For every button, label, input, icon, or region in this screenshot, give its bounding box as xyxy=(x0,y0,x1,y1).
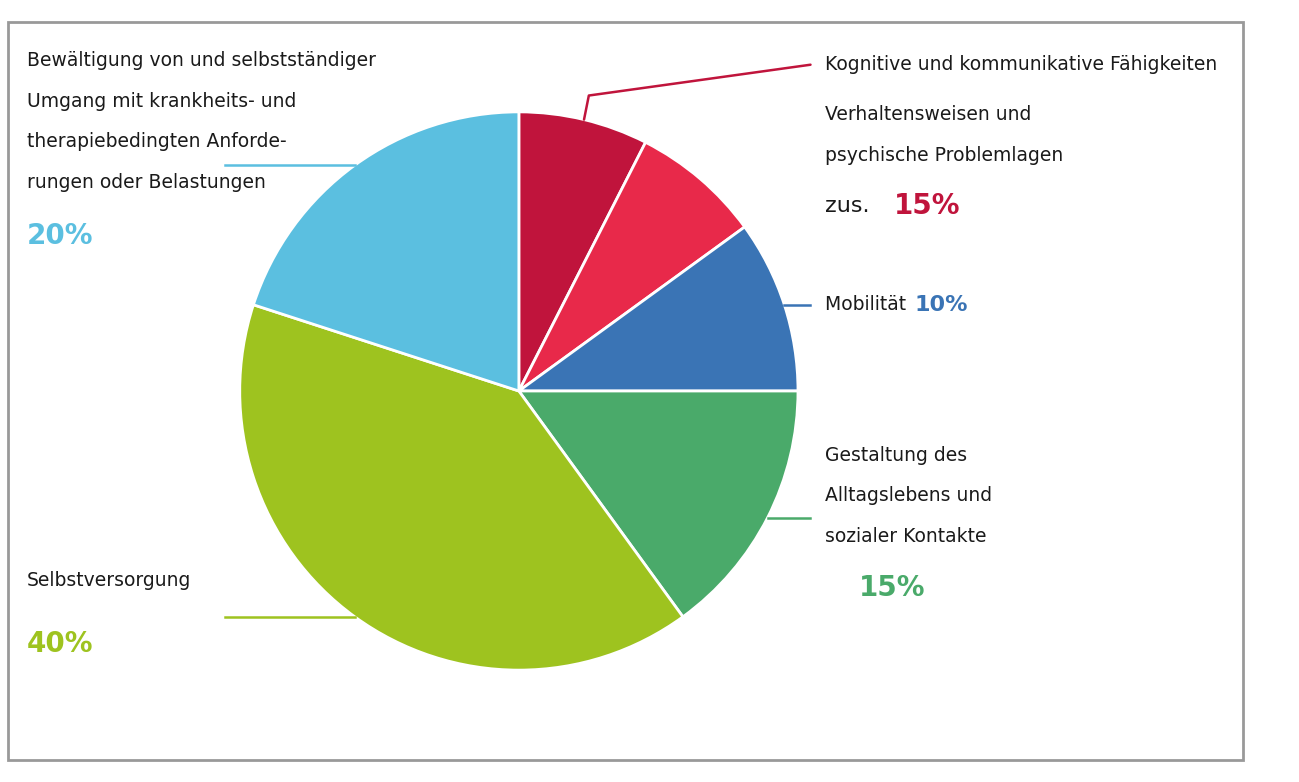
Wedge shape xyxy=(518,112,646,391)
Text: Alltagslebens und: Alltagslebens und xyxy=(825,486,992,505)
Wedge shape xyxy=(518,142,744,391)
Text: Mobilität: Mobilität xyxy=(825,296,912,314)
Text: therapiebedingten Anforde-: therapiebedingten Anforde- xyxy=(27,132,287,151)
Text: Verhaltensweisen und: Verhaltensweisen und xyxy=(825,106,1031,124)
Wedge shape xyxy=(518,227,798,391)
Text: sozialer Kontakte: sozialer Kontakte xyxy=(825,526,986,546)
Text: Bewältigung von und selbstständiger: Bewältigung von und selbstständiger xyxy=(27,52,375,70)
Text: 15%: 15% xyxy=(894,192,961,221)
Text: 10%: 10% xyxy=(914,295,968,314)
Text: 20%: 20% xyxy=(27,222,94,250)
Wedge shape xyxy=(518,391,798,617)
Text: rungen oder Belastungen: rungen oder Belastungen xyxy=(27,173,266,192)
Text: Selbstversorgung: Selbstversorgung xyxy=(27,571,191,590)
Text: zus.: zus. xyxy=(825,196,877,216)
Text: Kognitive und kommunikative Fähigkeiten: Kognitive und kommunikative Fähigkeiten xyxy=(825,56,1217,74)
Text: psychische Problemlagen: psychische Problemlagen xyxy=(825,145,1063,165)
Text: Umgang mit krankheits- und: Umgang mit krankheits- und xyxy=(27,91,296,111)
Wedge shape xyxy=(253,112,518,391)
Text: 15%: 15% xyxy=(859,574,925,602)
Text: Gestaltung des: Gestaltung des xyxy=(825,446,966,465)
Text: 40%: 40% xyxy=(27,630,94,658)
Wedge shape xyxy=(240,305,683,670)
